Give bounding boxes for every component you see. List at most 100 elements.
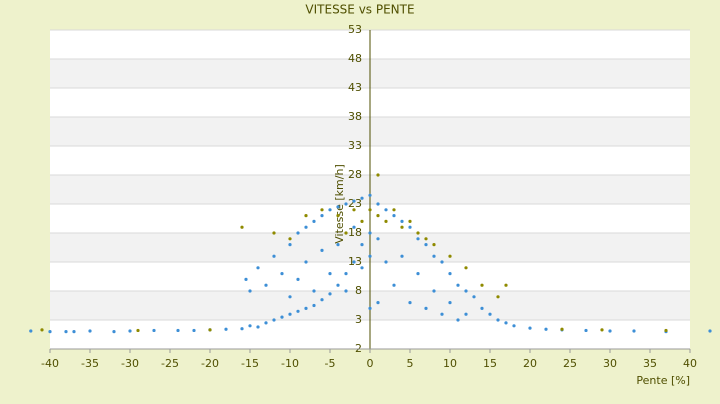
point bbox=[384, 219, 388, 223]
point bbox=[128, 329, 132, 333]
point bbox=[272, 318, 276, 322]
point bbox=[272, 254, 276, 258]
point bbox=[280, 315, 284, 319]
point bbox=[344, 289, 348, 293]
point bbox=[344, 272, 348, 276]
point bbox=[264, 321, 268, 325]
point bbox=[488, 312, 492, 316]
point bbox=[368, 193, 372, 197]
point bbox=[448, 254, 452, 258]
point bbox=[176, 328, 180, 333]
point bbox=[368, 231, 372, 235]
point bbox=[272, 231, 276, 235]
y-tick-label: 28 bbox=[348, 168, 362, 181]
point bbox=[464, 312, 468, 316]
x-tick-label: -15 bbox=[241, 357, 259, 370]
point bbox=[256, 325, 260, 329]
point bbox=[224, 327, 228, 331]
point bbox=[376, 202, 380, 206]
point bbox=[472, 295, 476, 299]
point bbox=[392, 283, 396, 287]
point bbox=[448, 301, 452, 305]
point bbox=[296, 277, 300, 281]
point bbox=[48, 330, 52, 334]
point bbox=[496, 318, 500, 322]
x-tick-label: 15 bbox=[483, 357, 497, 370]
point bbox=[312, 219, 316, 223]
y-tick-label: 33 bbox=[348, 139, 362, 152]
x-tick-label: -35 bbox=[81, 357, 99, 370]
point bbox=[408, 225, 412, 229]
point bbox=[440, 260, 444, 264]
point bbox=[208, 328, 212, 332]
x-tick-label: 0 bbox=[367, 357, 374, 370]
point bbox=[304, 260, 308, 264]
point bbox=[600, 328, 604, 332]
point bbox=[352, 199, 356, 203]
point bbox=[432, 243, 436, 247]
point bbox=[296, 231, 300, 235]
point bbox=[416, 237, 420, 241]
point bbox=[64, 330, 68, 334]
point bbox=[368, 254, 372, 258]
point bbox=[312, 289, 316, 293]
point bbox=[312, 303, 316, 308]
y-tick-label: 23 bbox=[348, 197, 362, 210]
point bbox=[392, 214, 396, 218]
point bbox=[240, 327, 244, 331]
point bbox=[40, 328, 44, 332]
point bbox=[528, 326, 532, 330]
point bbox=[240, 225, 244, 229]
point bbox=[708, 329, 712, 333]
point bbox=[432, 289, 436, 293]
point bbox=[336, 243, 340, 247]
point bbox=[320, 208, 324, 212]
point bbox=[88, 329, 92, 333]
point bbox=[400, 225, 404, 229]
y-tick-label: 48 bbox=[348, 52, 362, 65]
point bbox=[320, 298, 324, 302]
point bbox=[344, 202, 348, 206]
point bbox=[664, 328, 668, 333]
y-tick-label: 3 bbox=[355, 313, 362, 326]
chart-title: VITESSE vs PENTE bbox=[305, 3, 414, 17]
point bbox=[440, 312, 444, 316]
point bbox=[280, 272, 284, 276]
point bbox=[424, 243, 428, 247]
point bbox=[456, 283, 460, 287]
point bbox=[408, 219, 412, 223]
point bbox=[320, 214, 324, 218]
point bbox=[336, 205, 340, 209]
point bbox=[288, 237, 292, 241]
point bbox=[400, 219, 404, 223]
x-tick-label: -20 bbox=[201, 357, 219, 370]
point bbox=[464, 289, 468, 293]
point bbox=[432, 254, 436, 258]
point bbox=[376, 237, 380, 241]
y-axis-title: Vitesse [km/h] bbox=[333, 164, 346, 244]
point bbox=[376, 301, 380, 305]
y-tick-label: 53 bbox=[348, 23, 362, 36]
point bbox=[584, 328, 588, 333]
point bbox=[424, 306, 428, 310]
point bbox=[152, 328, 156, 333]
point bbox=[112, 330, 116, 334]
x-tick-label: -40 bbox=[41, 357, 59, 370]
x-tick-label: 5 bbox=[407, 357, 414, 370]
point bbox=[392, 208, 396, 212]
point bbox=[504, 283, 508, 287]
point bbox=[496, 295, 500, 299]
point bbox=[320, 248, 324, 252]
point bbox=[512, 324, 516, 328]
y-tick-label: 8 bbox=[355, 284, 362, 297]
point bbox=[384, 208, 388, 212]
y-tick-label: 18 bbox=[348, 226, 362, 239]
point bbox=[464, 266, 468, 270]
point bbox=[632, 329, 636, 333]
point bbox=[504, 321, 508, 325]
x-tick-label: -10 bbox=[281, 357, 299, 370]
point bbox=[456, 318, 460, 322]
point bbox=[256, 266, 260, 270]
point bbox=[608, 329, 612, 333]
